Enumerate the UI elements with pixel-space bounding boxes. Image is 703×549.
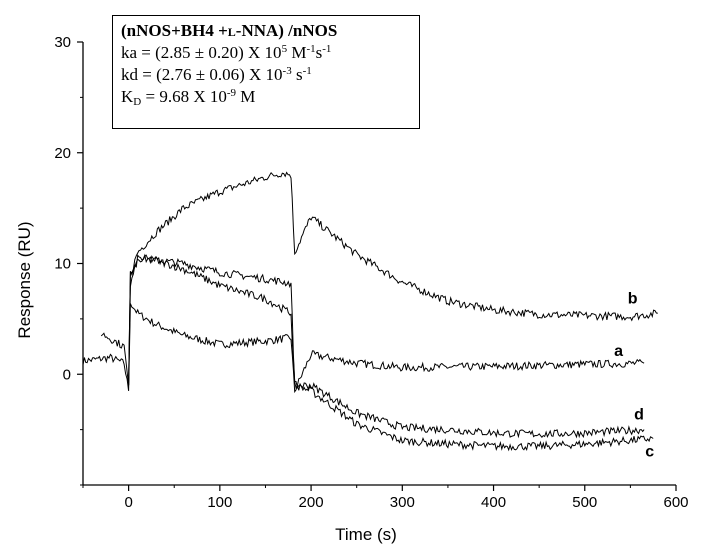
series-line-d bbox=[128, 254, 645, 439]
x-tick-label: 500 bbox=[572, 494, 597, 511]
x-tick-label: 400 bbox=[481, 494, 506, 511]
series-line-b bbox=[128, 171, 658, 386]
y-axis-title: Response (RU) bbox=[15, 221, 34, 338]
series-line-a bbox=[82, 303, 645, 394]
x-axis-title: Time (s) bbox=[335, 525, 397, 544]
legend-box: (nNOS+BH4 +l-NNA) /nNOS ka = (2.85 ± 0.2… bbox=[112, 15, 420, 129]
series-line-c bbox=[100, 253, 654, 452]
y-tick-label: 0 bbox=[63, 366, 71, 383]
y-tick-label: 10 bbox=[54, 256, 71, 273]
x-tick-label: 0 bbox=[124, 494, 132, 511]
x-tick-label: 200 bbox=[299, 494, 324, 511]
series-label-d: d bbox=[634, 407, 644, 424]
legend-KD: KD = 9.68 X 10-9 M bbox=[121, 87, 256, 108]
series-label-c: c bbox=[645, 443, 654, 460]
legend-ka: ka = (2.85 ± 0.20) X 105 M-1s-1 bbox=[121, 43, 332, 62]
ticks: 0 100 200 300 400 500 600 0 10 20 30 bbox=[54, 34, 688, 511]
x-tick-label: 300 bbox=[390, 494, 415, 511]
legend-kd: kd = (2.76 ± 0.06) X 10-3 s-1 bbox=[121, 65, 312, 84]
y-tick-label: 20 bbox=[54, 145, 71, 162]
x-tick-label: 600 bbox=[663, 494, 688, 511]
series-label-b: b bbox=[628, 290, 638, 307]
series-label-a: a bbox=[614, 343, 623, 360]
x-tick-label: 100 bbox=[207, 494, 232, 511]
legend-title: (nNOS+BH4 +l-NNA) /nNOS bbox=[121, 21, 338, 40]
series-lines: a b c d bbox=[82, 171, 658, 460]
y-tick-label: 30 bbox=[54, 34, 71, 51]
